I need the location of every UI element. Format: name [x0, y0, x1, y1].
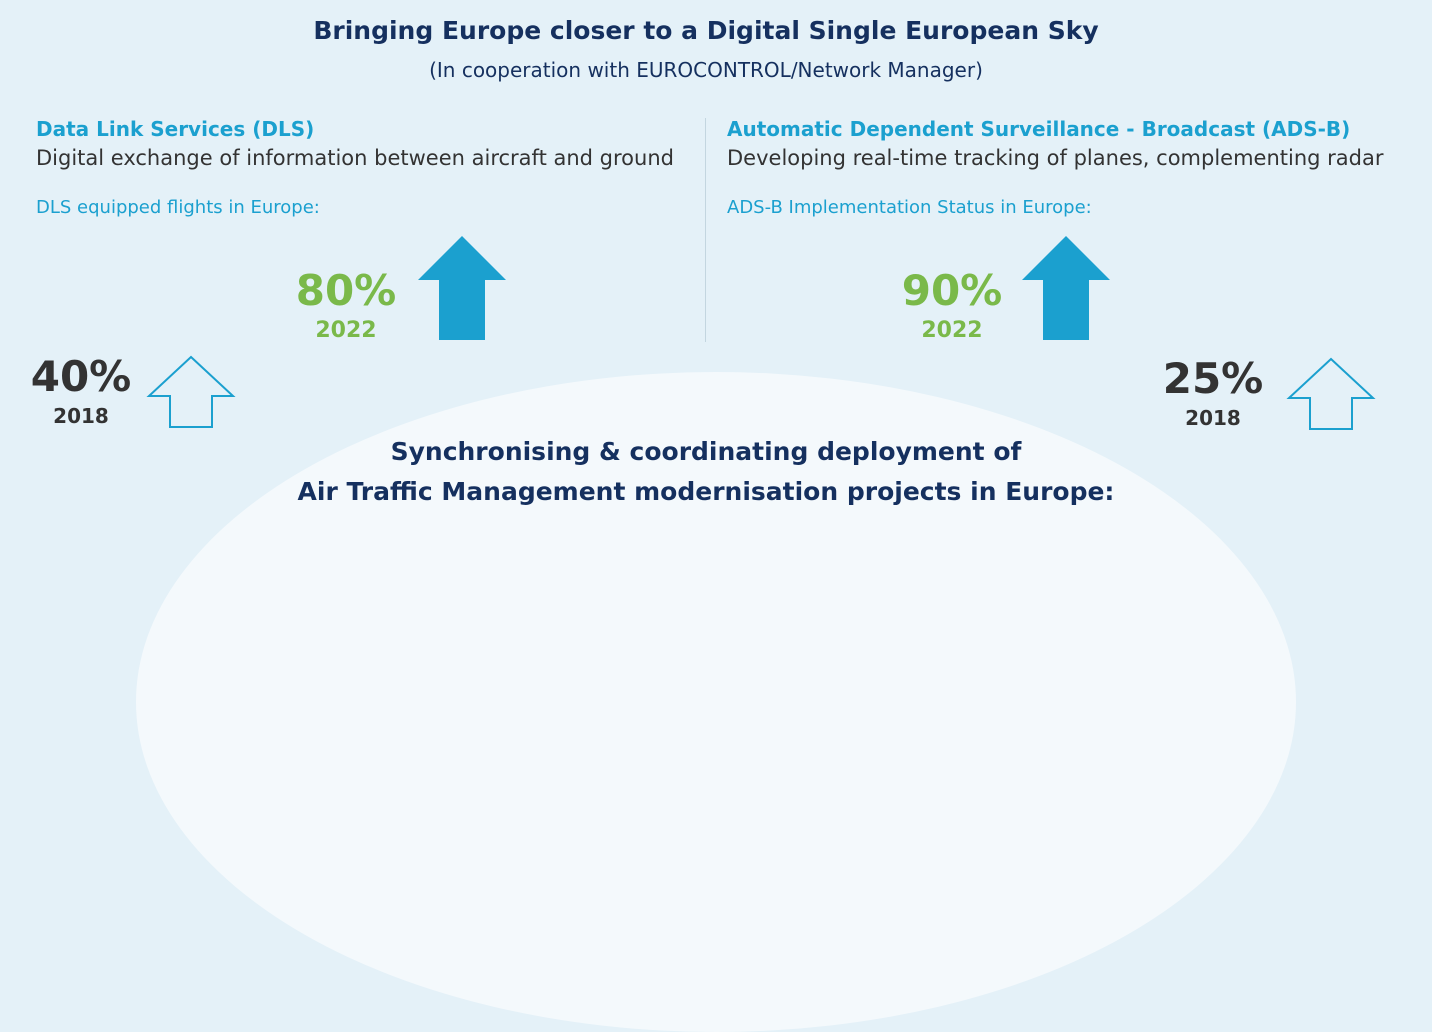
- background-arc: [136, 372, 1296, 1032]
- arrow-up-outline-icon: [146, 355, 236, 428]
- dls-previous-year: 2018: [53, 404, 109, 428]
- arrow-up-outline-icon: [1286, 357, 1376, 430]
- arrow-up-filled-icon: [418, 236, 506, 340]
- footer-line-2: Air Traffic Management modernisation pro…: [297, 477, 1115, 506]
- dls-previous-value: 40%: [30, 352, 132, 401]
- dls-current-value: 80%: [295, 266, 397, 315]
- adsb-metric-label: ADS-B Implementation Status in Europe:: [727, 197, 1092, 218]
- adsb-current-value: 90%: [901, 266, 1003, 315]
- dls-heading: Data Link Services (DLS): [36, 117, 315, 141]
- adsb-previous-year: 2018: [1185, 406, 1241, 430]
- dls-description: Digital exchange of information between …: [36, 146, 674, 170]
- adsb-previous-value: 25%: [1162, 354, 1264, 403]
- arrow-up-filled-icon: [1022, 236, 1110, 340]
- page-title: Bringing Europe closer to a Digital Sing…: [313, 16, 1099, 45]
- dls-current-year: 2022: [315, 318, 377, 343]
- adsb-current-year: 2022: [921, 318, 983, 343]
- page-subtitle: (In cooperation with EUROCONTROL/Network…: [429, 58, 983, 82]
- dls-metric-label: DLS equipped flights in Europe:: [36, 197, 320, 218]
- adsb-description: Developing real-time tracking of planes,…: [727, 146, 1384, 170]
- footer-line-1: Synchronising & coordinating deployment …: [390, 437, 1022, 466]
- adsb-heading: Automatic Dependent Surveillance - Broad…: [727, 117, 1351, 141]
- section-divider: [705, 118, 706, 342]
